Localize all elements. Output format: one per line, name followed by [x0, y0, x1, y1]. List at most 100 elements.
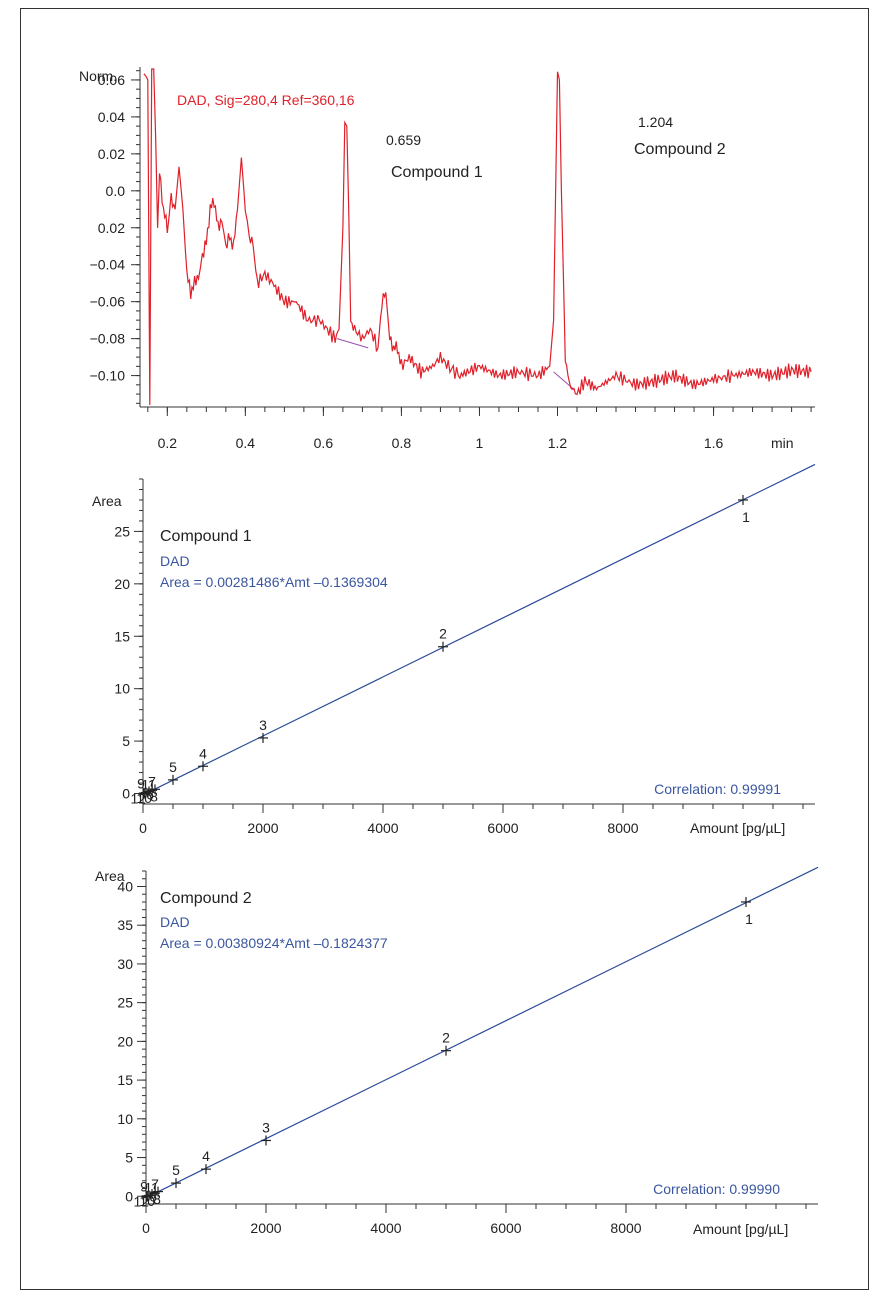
cal2-x-tick-label: 4000	[370, 1220, 401, 1236]
figure-canvas: 0.060.040.020.00.02−0.04−0.06−0.08−0.10 …	[79, 67, 819, 1237]
chromatogram-y-tick-label: −0.06	[90, 294, 126, 310]
cal1-point-label: 7	[148, 773, 156, 789]
cal1-detector: DAD	[160, 553, 190, 569]
cal2-fit-line	[145, 866, 819, 1199]
chromatogram-trace	[143, 68, 812, 406]
cal2-point-label: 8	[153, 1191, 161, 1207]
cal2-point-label: 1	[745, 911, 753, 927]
chromatogram-chart: 0.060.040.020.00.02−0.04−0.06−0.08−0.10 …	[79, 67, 815, 451]
chromatogram-y-tick-label: 0.0	[106, 183, 126, 199]
peak-1-retention-time: 0.659	[386, 132, 421, 148]
chromatogram-x-tick-label: 1.6	[704, 435, 724, 451]
chromatogram-y-axis-title: Norm.	[79, 68, 117, 84]
cal2-equation: Area = 0.00380924*Amt –0.1824377	[160, 935, 388, 951]
chromatogram-y-tick-label: −0.08	[90, 331, 126, 347]
cal2-point-label: 7	[151, 1176, 159, 1192]
cal2-y-tick-label: 40	[117, 878, 133, 894]
figure-frame: 0.06 0.04 0.02 0.0 0.02 −0.04 −0.06 −0.08 −0.10 …	[20, 8, 869, 1290]
chromatogram-x-tick-label: 1	[476, 435, 484, 451]
cal2-y-tick-label: 0	[125, 1188, 133, 1204]
cal1-point-label: 4	[199, 745, 207, 761]
cal1-points: 123456789101112	[131, 494, 750, 807]
cal2-point-label: 3	[262, 1119, 270, 1135]
cal2-point-label: 9	[140, 1178, 148, 1194]
cal2-point-label: 12	[134, 1193, 150, 1209]
cal1-y-tick-label: 15	[114, 628, 130, 644]
cal2-point-label: 2	[442, 1030, 450, 1046]
cal2-x-tick-label: 2000	[250, 1220, 281, 1236]
peak-2-name: Compound 2	[634, 141, 726, 158]
cal1-x-tick-label: 6000	[487, 820, 518, 836]
peak-1-name: Compound 1	[391, 164, 483, 181]
chromatogram-y-tick-label: 0.02	[98, 220, 125, 236]
peak-2-retention-time: 1.204	[638, 114, 673, 130]
cal2-x-ticks: 0 2000 4000 6000 8000	[142, 1204, 807, 1236]
chromatogram-y-tick-label: −0.10	[90, 368, 126, 384]
chromatogram-y-tick-label: −0.04	[90, 257, 126, 273]
chromatogram-x-tick-label: 1.2	[548, 435, 568, 451]
cal2-point-label: 10	[139, 1193, 155, 1209]
cal1-y-tick-label: 10	[114, 681, 130, 697]
cal2-y-tick-label: 25	[117, 995, 133, 1011]
cal2-points: 123456789101112	[134, 896, 753, 1209]
chromatogram-x-tick-label: 0.8	[392, 435, 412, 451]
integration-baseline	[336, 338, 369, 349]
cal2-detector: DAD	[160, 914, 190, 930]
cal2-y-tick-label: 10	[117, 1111, 133, 1127]
cal1-y-tick-label: 20	[114, 576, 130, 592]
cal1-point-label: 3	[259, 717, 267, 733]
cal2-y-tick-label: 35	[117, 917, 133, 933]
cal1-title: Compound 1	[160, 528, 252, 545]
cal2-y-tick-label: 15	[117, 1072, 133, 1088]
cal2-point-label: 5	[172, 1162, 180, 1178]
cal1-fit-line	[142, 463, 816, 796]
cal2-y-ticks: 0 5 10 15 20 25 30 35 40	[117, 870, 146, 1204]
cal2-x-tick-label: 0	[142, 1220, 150, 1236]
cal2-point-label: 4	[202, 1148, 210, 1164]
cal1-y-ticks: 0 5 10 15 20 25	[114, 478, 143, 802]
cal1-x-tick-label: 8000	[607, 820, 638, 836]
cal2-title: Compound 2	[160, 890, 252, 907]
chromatogram-x-tick-label: 0.4	[236, 435, 256, 451]
cal2-x-tick-label: 8000	[610, 1220, 641, 1236]
cal2-y-tick-label: 20	[117, 1033, 133, 1049]
cal1-point-label: 9	[137, 775, 145, 791]
chromatogram-x-tick-label: 0.6	[314, 435, 334, 451]
cal1-y-tick-label: 5	[122, 733, 130, 749]
cal1-point-label: 6	[146, 786, 154, 802]
cal1-point-label: 12	[131, 791, 147, 807]
chromatogram-y-ticks: 0.06 0.04 0.02 0.0 0.02 −0.04 −0.06 −0.08 −0.10	[90, 70, 140, 404]
cal1-y-tick-label: 25	[114, 523, 130, 539]
chromatogram-y-tick-label: 0.02	[98, 146, 125, 162]
cal2-y-axis-title: Area	[95, 868, 125, 884]
cal1-y-axis-title: Area	[92, 493, 122, 509]
cal1-point-label: 8	[150, 788, 158, 804]
cal1-point-label: 1	[742, 509, 750, 525]
cal1-x-tick-label: 2000	[247, 820, 278, 836]
chromatogram-y-tick-label: 0.04	[98, 109, 125, 125]
cal1-x-tick-label: 4000	[367, 820, 398, 836]
cal2-y-tick-label: 5	[125, 1150, 133, 1166]
cal1-point-label: 5	[169, 759, 177, 775]
chromatogram-x-ticks: 0.2 0.4 0.6 0.8 1 1.2 1.6	[147, 407, 812, 451]
cal1-x-tick-label: 0	[139, 820, 147, 836]
cal2-point-label: 11	[144, 1179, 159, 1195]
cal2-x-axis-title: Amount [pg/µL]	[693, 1221, 788, 1237]
cal2-correlation: Correlation: 0.99990	[653, 1181, 780, 1197]
cal1-point-label: 11	[141, 777, 156, 793]
cal1-x-ticks: 0 2000 4000 6000 8000	[139, 804, 804, 836]
cal1-correlation: Correlation: 0.99991	[654, 781, 781, 797]
cal1-equation: Area = 0.00281486*Amt –0.1369304	[160, 574, 388, 590]
signal-label: DAD, Sig=280,4 Ref=360,16	[177, 92, 355, 108]
integration-baselines	[336, 338, 576, 391]
chromatogram-x-axis-title: min	[771, 435, 794, 451]
integration-baseline	[553, 371, 576, 391]
cal2-x-tick-label: 6000	[490, 1220, 521, 1236]
cal2-point-label: 6	[149, 1189, 157, 1205]
cal1-y-tick-label: 0	[122, 786, 130, 802]
chromatogram-y-tick-label: 0.06	[98, 72, 125, 88]
cal1-point-label: 2	[439, 626, 447, 642]
cal2-y-tick-label: 30	[117, 956, 133, 972]
